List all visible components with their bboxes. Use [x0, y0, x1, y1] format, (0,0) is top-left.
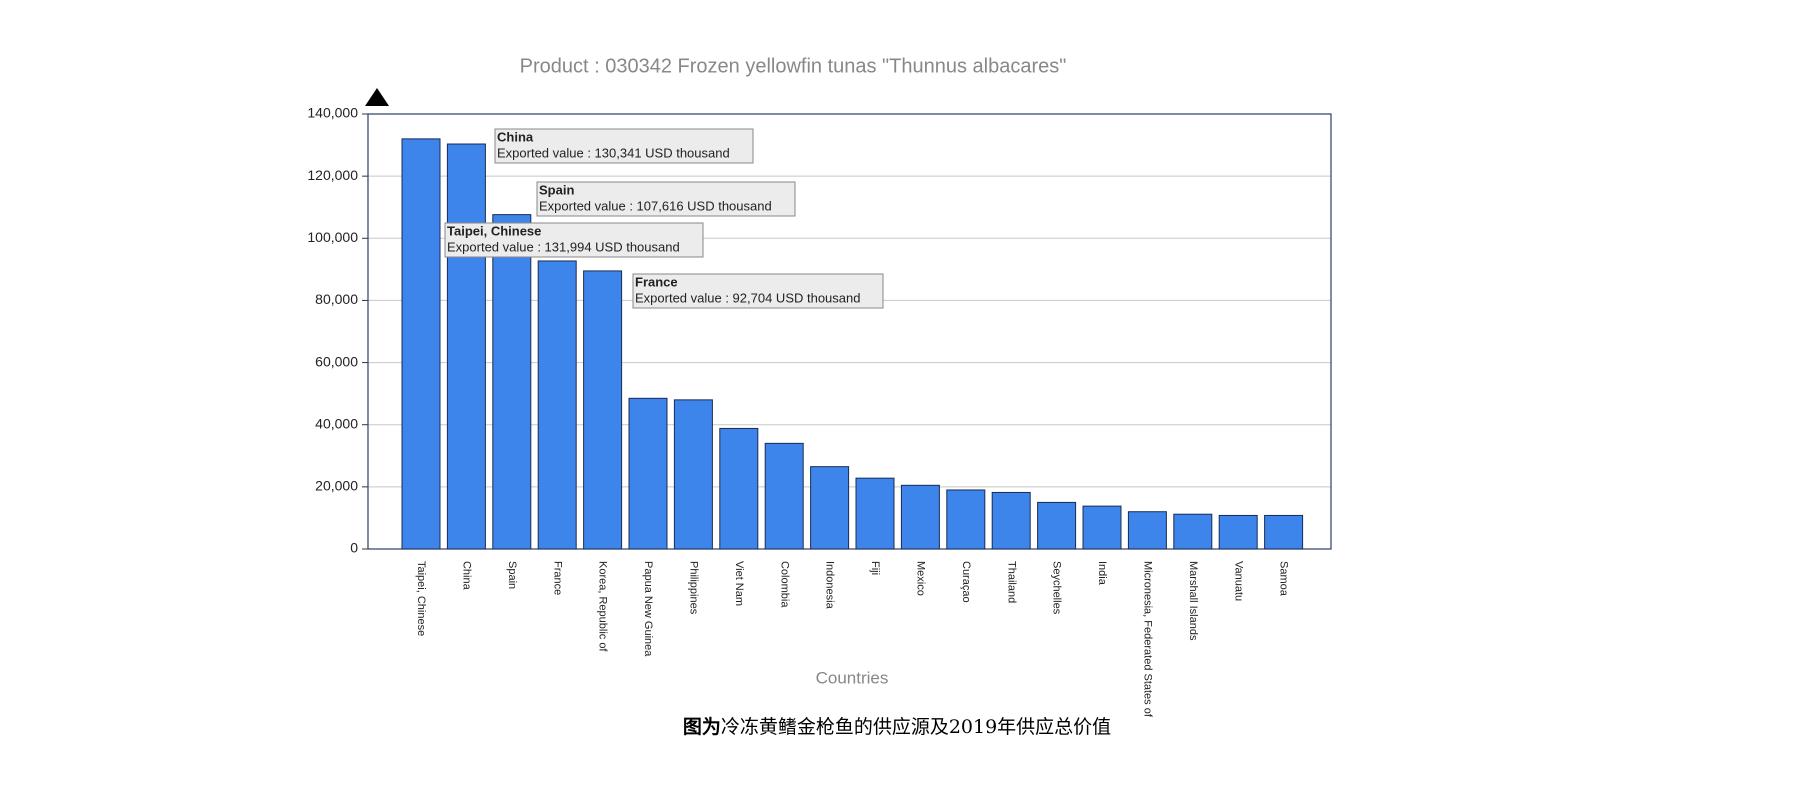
- bar: [1082, 505, 1122, 550]
- bar: [537, 260, 577, 550]
- caption: 图为冷冻黄鳍金枪鱼的供应源及2019年供应总价值: [0, 712, 1794, 739]
- bar: [446, 143, 486, 550]
- x-tick-label: China: [460, 561, 472, 591]
- plot-frame: [367, 113, 1332, 550]
- tooltip-text: Exported value : 131,994 USD thousand: [447, 239, 680, 254]
- x-tick-label: Curaçao: [960, 561, 972, 603]
- x-tick-label: Mexico: [914, 561, 926, 596]
- y-tick-label: 80,000: [315, 291, 358, 307]
- x-tick-label: Colombia: [778, 561, 790, 608]
- x-tick-label: France: [551, 561, 563, 595]
- y-tick-label: 140,000: [307, 105, 358, 121]
- tooltip-title: Spain: [539, 182, 574, 197]
- x-tick-label: Vanuatu: [1232, 561, 1244, 601]
- axis-arrow: [365, 88, 389, 106]
- x-tick-label: Thailand: [1005, 561, 1017, 603]
- bar: [946, 489, 986, 550]
- bar: [991, 491, 1031, 550]
- bar: [673, 399, 713, 550]
- bar: [1218, 514, 1258, 550]
- bar: [1173, 513, 1213, 550]
- x-tick-label: India: [1096, 561, 1108, 586]
- bar: [1037, 501, 1077, 550]
- bar: [855, 477, 895, 550]
- tooltip-box: [444, 222, 704, 258]
- tooltip-text: Exported value : 107,616 USD thousand: [539, 198, 772, 213]
- bar: [719, 427, 759, 550]
- tooltip-text: Exported value : 92,704 USD thousand: [635, 290, 860, 305]
- x-tick-label: Micronesia, Federated States of: [1141, 561, 1153, 718]
- bar: [628, 397, 668, 550]
- y-tick-label: 120,000: [307, 167, 358, 183]
- tooltip-box: [494, 128, 754, 164]
- x-tick-label: Marshall Islands: [1187, 561, 1199, 641]
- x-tick-label: Indonesia: [824, 561, 836, 610]
- y-tick-label: 40,000: [315, 415, 358, 431]
- bar: [492, 214, 532, 550]
- x-axis-label: Countries: [816, 668, 889, 687]
- bar: [1127, 511, 1167, 550]
- x-tick-label: Fiji: [869, 561, 881, 575]
- tooltip-box: [536, 181, 796, 217]
- bar: [583, 270, 623, 550]
- y-tick-label: 20,000: [315, 478, 358, 494]
- caption-bold: 图为: [682, 716, 721, 738]
- chart-title: Product : 030342 Frozen yellowfin tunas …: [520, 55, 1067, 77]
- caption-text: 冷冻黄鳍金枪鱼的供应源及2019年供应总价值: [720, 716, 1112, 738]
- tooltip-title: France: [635, 274, 678, 289]
- bar: [900, 484, 940, 550]
- tooltip-title: China: [497, 129, 534, 144]
- x-tick-label: Taipei, Chinese: [415, 561, 427, 636]
- x-tick-label: Philippines: [687, 561, 699, 615]
- x-tick-label: Korea, Republic of: [597, 561, 609, 652]
- bar: [810, 466, 850, 550]
- y-tick-label: 0: [350, 540, 358, 556]
- x-tick-label: Viet Nam: [733, 561, 745, 606]
- x-tick-label: Samoa: [1278, 561, 1290, 597]
- y-tick-label: 60,000: [315, 353, 358, 369]
- y-tick-label: 100,000: [307, 229, 358, 245]
- x-tick-label: Seychelles: [1051, 561, 1063, 615]
- x-tick-label: Papua New Guinea: [642, 561, 654, 657]
- bar: [764, 442, 804, 550]
- tooltip-title: Taipei, Chinese: [447, 223, 541, 238]
- bar: [1264, 514, 1304, 550]
- tooltip-text: Exported value : 130,341 USD thousand: [497, 145, 730, 160]
- bar: [401, 138, 441, 550]
- x-tick-label: Spain: [506, 561, 518, 589]
- tooltip-box: [632, 273, 884, 309]
